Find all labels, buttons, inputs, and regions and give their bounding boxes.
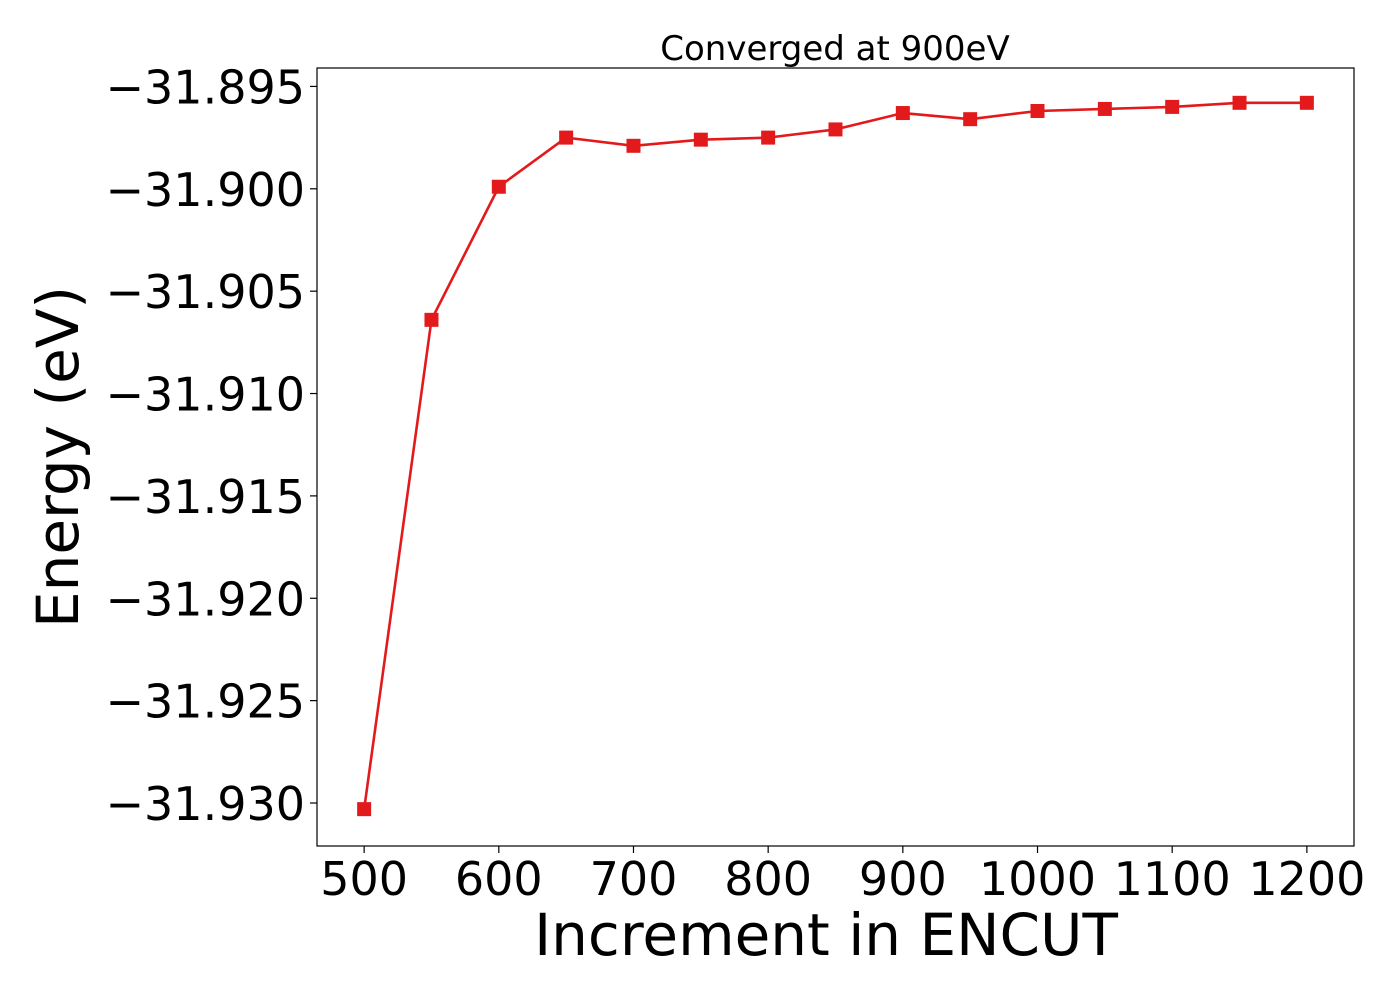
data-point-marker bbox=[761, 130, 776, 145]
x-tick-label: 800 bbox=[724, 852, 812, 906]
y-ticks: −31.895 −31.900 −31.905 −31.910 −31.915 −31.9… bbox=[106, 60, 317, 831]
data-point-marker bbox=[1299, 95, 1314, 110]
x-tick-label: 600 bbox=[455, 852, 543, 906]
chart-title: Converged at 900eV bbox=[660, 29, 1009, 69]
x-tick-label: 1200 bbox=[1248, 852, 1365, 906]
y-axis-label: Energy (eV) bbox=[24, 286, 92, 628]
data-point-marker bbox=[693, 132, 708, 147]
plot-layer bbox=[357, 95, 1314, 817]
data-point-marker bbox=[424, 312, 439, 327]
x-tick-label: 1100 bbox=[1114, 852, 1231, 906]
x-ticks: 500 600 700 800 900 1000 1100 1200 bbox=[320, 846, 1365, 906]
x-tick-label: 900 bbox=[859, 852, 947, 906]
y-tick-label: −31.930 bbox=[106, 777, 306, 831]
data-point-marker bbox=[357, 802, 372, 817]
y-tick-label: −31.910 bbox=[106, 368, 306, 422]
y-tick-label: −31.925 bbox=[106, 675, 306, 729]
data-point-marker bbox=[1232, 95, 1247, 110]
data-point-marker bbox=[1097, 101, 1112, 116]
x-tick-label: 500 bbox=[320, 852, 408, 906]
y-tick-label: −31.895 bbox=[106, 60, 306, 114]
data-point-marker bbox=[491, 179, 506, 194]
data-point-marker bbox=[828, 122, 843, 137]
y-tick-label: −31.905 bbox=[106, 265, 306, 319]
x-tick-label: 700 bbox=[590, 852, 678, 906]
data-point-marker bbox=[963, 112, 978, 127]
data-point-marker bbox=[626, 138, 641, 153]
y-tick-label: −31.915 bbox=[106, 470, 306, 524]
x-tick-label: 1000 bbox=[979, 852, 1096, 906]
data-point-marker bbox=[1165, 99, 1180, 114]
data-point-marker bbox=[1030, 103, 1045, 118]
data-point-marker bbox=[895, 106, 910, 121]
plot-frame bbox=[316, 67, 1355, 847]
data-point-marker bbox=[559, 130, 574, 145]
y-tick-label: −31.920 bbox=[106, 572, 306, 626]
y-tick-label: −31.900 bbox=[106, 163, 306, 217]
x-axis-label: Increment in ENCUT bbox=[534, 901, 1118, 969]
